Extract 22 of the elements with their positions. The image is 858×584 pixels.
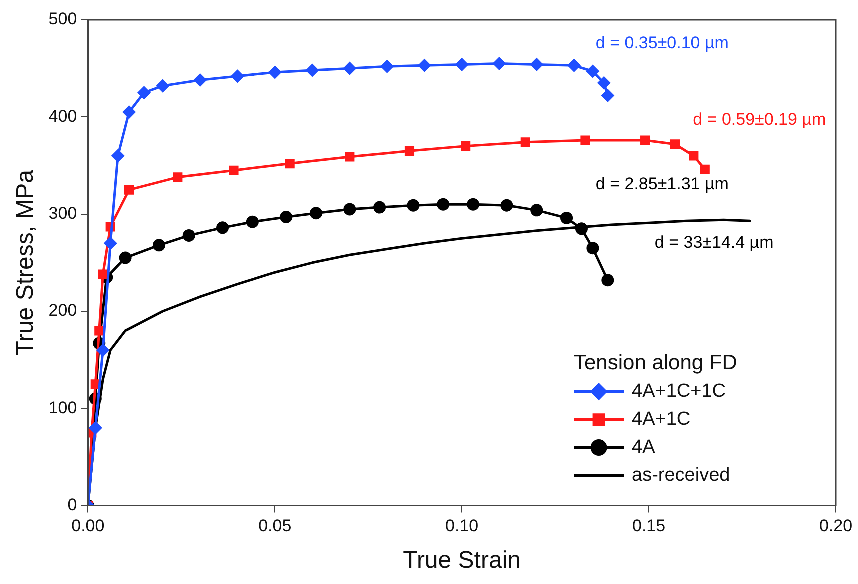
x-tick-label: 0.20 bbox=[819, 516, 853, 536]
annotation: d = 0.35±0.10 µm bbox=[596, 33, 729, 52]
annotation: d = 0.59±0.19 µm bbox=[693, 110, 826, 130]
legend-label: 4A+1C bbox=[632, 409, 691, 430]
annotation: d = 2.85±1.31 µm bbox=[596, 174, 729, 194]
y-tick-label: 400 bbox=[48, 106, 78, 126]
x-tick-label: 0.10 bbox=[446, 516, 479, 536]
legend-label: 4A+1C+1C bbox=[632, 381, 726, 402]
legend-label: as-received bbox=[632, 465, 730, 486]
y-tick-label: 200 bbox=[48, 301, 78, 320]
legend-label: 4A bbox=[632, 437, 656, 458]
x-tick-label: 0.00 bbox=[72, 516, 105, 536]
annotation: d = 33±14.4 µm bbox=[654, 232, 774, 252]
y-tick-label: 0 bbox=[68, 495, 78, 514]
x-tick-label: 0.05 bbox=[258, 516, 292, 536]
y-tick-label: 500 bbox=[48, 10, 78, 29]
y-axis-title: True Stress, MPa bbox=[12, 169, 40, 356]
x-tick-label: 0.15 bbox=[632, 516, 666, 536]
legend-title: Tension along FD bbox=[574, 352, 738, 375]
y-tick-label: 100 bbox=[48, 398, 78, 418]
x-axis-title: True Strain bbox=[403, 547, 521, 574]
y-tick-label: 300 bbox=[48, 204, 78, 224]
